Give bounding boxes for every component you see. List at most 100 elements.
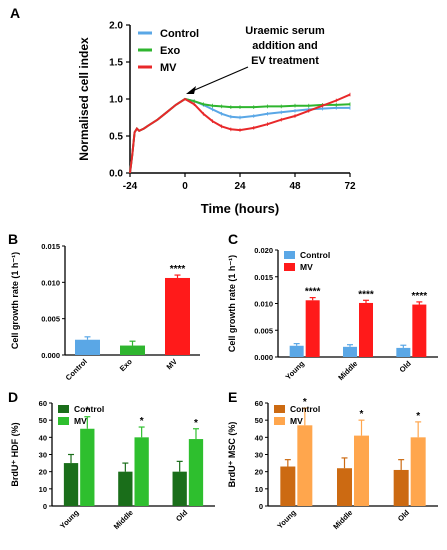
legend-swatch [284,263,295,271]
x-tick-label: Middle [336,359,359,382]
y-tick-label: 0.000 [254,353,273,362]
x-tick-label: Old [398,359,413,374]
y-tick-label: 10 [255,485,263,494]
y-tick-label: 0.000 [41,351,60,360]
y-tick-label: 0.020 [254,246,273,255]
legend-label: Control [300,250,330,260]
panel-letter: B [8,231,18,247]
significance-marker: * [303,397,307,408]
legend-swatch [58,405,69,413]
x-tick-label: Young [275,508,298,531]
series-line-exo [129,97,351,174]
bar-old [172,471,187,506]
y-tick-label: 30 [39,451,47,460]
y-axis-title: Cell growth rate (1 h⁻¹) [10,252,20,349]
bar-young [305,300,320,357]
annotation-line: addition and [252,40,317,52]
bar-old [410,437,426,506]
legend-label: MV [300,262,313,272]
legend-label: Control [160,28,199,40]
x-tick-label: -24 [123,181,138,192]
panel-b: B 0.000 0.005 0.010 0.015 Cell growth rate (1… [8,231,200,382]
y-tick-label: 50 [255,416,263,425]
series-line-mv [129,93,351,174]
y-tick-label: 60 [255,399,263,408]
legend-swatch [58,417,69,425]
x-tick-label: 0 [182,181,188,192]
x-axis-title: Time (hours) [201,201,280,216]
panel-letter: C [228,231,238,247]
bar-middle [337,468,352,506]
x-tick-label: Old [174,508,189,523]
significance-marker: * [416,411,420,422]
y-tick-label: 0 [43,502,47,511]
bar-young [289,345,304,357]
bar-old [393,469,409,506]
x-tick-label: Young [284,359,307,382]
significance-marker: **** [412,291,428,302]
y-tick-label: 30 [255,451,263,460]
x-tick-label: MV [165,357,179,371]
bar-young [63,463,79,506]
bar-old [396,347,411,357]
y-tick-label: 60 [39,399,47,408]
legend-label: Control [74,404,104,414]
y-tick-label: 20 [39,468,47,477]
legend-label: Control [290,404,320,414]
y-tick-label: 10 [39,485,47,494]
y-tick-label: 0.0 [109,169,123,180]
legend-swatch [284,251,295,259]
y-axis-title: BrdU⁺ HDF (%) [10,422,20,486]
legend-label: MV [74,416,87,426]
y-tick-label: 1.5 [109,58,123,69]
legend-label: Exo [160,45,180,57]
annotation-line: Uraemic serum [245,25,325,37]
legend-label: MV [160,62,177,74]
panel-a: A 0.0 0.5 1.0 1.5 2.0 -24 0 24 48 72 Time (hours) No… [10,5,356,216]
y-tick-label: 0.015 [41,242,60,251]
y-axis-title: Normalised cell index [77,37,91,161]
bar-old [188,439,204,506]
significance-marker: **** [170,264,186,275]
y-tick-label: 0.005 [41,315,60,324]
annotation-arrow [189,66,249,93]
x-tick-label: 72 [344,181,356,192]
bar-old [412,304,427,357]
significance-marker: * [85,406,89,417]
y-tick-label: 0.005 [254,326,273,335]
series-line-control [129,97,350,174]
bar-mv [165,277,190,355]
x-tick-label: Young [58,508,81,531]
x-tick-label: 24 [234,181,246,192]
bar-middle [343,346,357,357]
significance-marker: * [140,416,144,427]
bar-middle [359,302,373,357]
panel-letter: A [10,5,20,21]
bar-middle [134,437,149,506]
significance-marker: **** [305,287,321,298]
y-axis-title: Cell growth rate (1 h⁻¹) [227,255,237,352]
y-tick-label: 40 [39,433,47,442]
y-tick-label: 0.010 [254,300,273,309]
significance-marker: * [360,409,364,420]
panel-letter: E [228,389,237,405]
bar-young [297,425,313,506]
annotation-line: EV treatment [251,55,319,67]
x-tick-label: 48 [289,181,301,192]
x-tick-label: Middle [331,508,354,531]
legend-label: MV [290,416,303,426]
bar-middle [354,435,369,506]
y-tick-label: 50 [39,416,47,425]
panel-c: C 0.000 0.005 0.010 0.015 0.020 Cell growth ra… [227,231,438,382]
bar-young [280,466,296,506]
y-tick-label: 0 [259,502,263,511]
annotation-arrowhead [186,86,196,94]
legend-swatch [274,417,285,425]
y-tick-label: 20 [255,468,263,477]
bar-middle [118,471,133,506]
bar-young [80,428,95,506]
legend-swatch [274,405,285,413]
panel-e: E 0 10 20 30 40 50 60 BrdU⁺ MSC (%) * Young * Middle… [227,389,438,531]
y-tick-label: 0.010 [41,278,60,287]
